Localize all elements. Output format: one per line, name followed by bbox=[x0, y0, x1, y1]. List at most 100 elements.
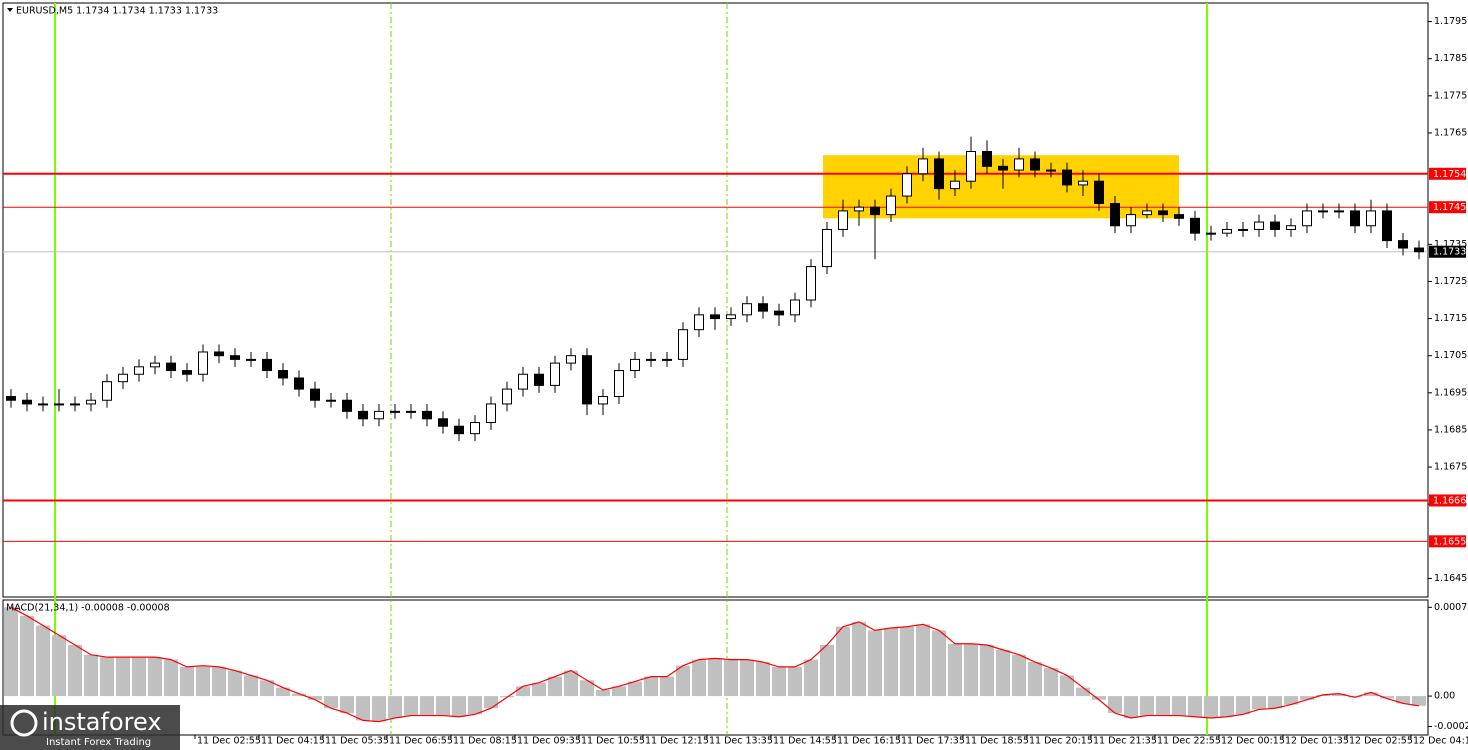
level-label: 1.1733 bbox=[1433, 247, 1466, 258]
macd-bar bbox=[100, 657, 114, 697]
candle-body bbox=[646, 358, 656, 361]
macd-bar bbox=[196, 665, 210, 697]
macd-bar bbox=[1156, 696, 1170, 716]
logo-icon bbox=[10, 709, 38, 737]
candle-body bbox=[102, 381, 112, 401]
macd-bar bbox=[1220, 696, 1234, 717]
candle-body bbox=[566, 355, 576, 364]
candle-body bbox=[54, 403, 64, 406]
macd-bar bbox=[628, 681, 642, 697]
candle-body bbox=[278, 370, 288, 379]
level-label: 1.1655 bbox=[1433, 536, 1466, 547]
macd-bar bbox=[228, 670, 242, 697]
macd-bar bbox=[1124, 696, 1138, 718]
candle-body bbox=[774, 310, 784, 316]
candle-body bbox=[1126, 214, 1136, 227]
candle-body bbox=[1046, 169, 1056, 172]
level-label: 1.1745 bbox=[1433, 202, 1466, 213]
y-tick-label: 1.1775 bbox=[1434, 90, 1467, 101]
candle-body bbox=[166, 362, 176, 372]
candle-body bbox=[390, 410, 400, 413]
macd-bar bbox=[356, 696, 370, 721]
y-tick-label: 1.1785 bbox=[1434, 53, 1467, 64]
candle-body bbox=[86, 399, 96, 405]
candle-body bbox=[1414, 247, 1424, 253]
level-label: 1.1754 bbox=[1433, 169, 1466, 180]
macd-bar bbox=[916, 624, 930, 697]
logo-name: instaforex bbox=[42, 708, 162, 736]
y-tick-label: 1.1725 bbox=[1434, 276, 1467, 287]
candle-body bbox=[518, 373, 528, 390]
candle-body bbox=[758, 303, 768, 312]
macd-bar bbox=[836, 626, 850, 697]
candle-body bbox=[838, 210, 848, 230]
candle-body bbox=[1238, 228, 1248, 231]
candle-body bbox=[598, 396, 608, 405]
x-tick-label: 11 Dec 08:15 bbox=[453, 736, 517, 747]
macd-bar bbox=[1188, 696, 1202, 717]
candle-body bbox=[742, 303, 752, 316]
macd-bar bbox=[1364, 692, 1378, 697]
macd-bar bbox=[180, 666, 194, 697]
macd-bar bbox=[1044, 668, 1058, 697]
macd-bar bbox=[1172, 696, 1186, 716]
main-frame bbox=[2, 2, 1429, 598]
macd-bar bbox=[20, 615, 34, 697]
macd-bar bbox=[1108, 696, 1122, 714]
title-marker bbox=[7, 8, 13, 12]
macd-bar bbox=[596, 690, 610, 697]
candle-body bbox=[1110, 202, 1120, 227]
macd-bar bbox=[324, 696, 338, 709]
x-tick-label: 11 Dec 22:55 bbox=[1157, 736, 1221, 747]
macd-bar bbox=[516, 686, 530, 697]
candle-body bbox=[1174, 214, 1184, 219]
x-tick-label: 12 Dec 00:15 bbox=[1221, 736, 1285, 747]
candle-body bbox=[678, 329, 688, 360]
macd-bar bbox=[804, 659, 818, 697]
x-tick-label: 11 Dec 12:15 bbox=[645, 736, 709, 747]
macd-bar bbox=[884, 627, 898, 697]
macd-bar bbox=[468, 696, 482, 715]
candle-body bbox=[694, 314, 704, 331]
macd-bar bbox=[996, 649, 1010, 697]
macd-bar bbox=[132, 657, 146, 697]
x-tick-label: 11 Dec 20:15 bbox=[1029, 736, 1093, 747]
macd-bar bbox=[148, 657, 162, 697]
candle-body bbox=[1286, 225, 1296, 230]
macd-bar bbox=[788, 666, 802, 697]
candle-body bbox=[886, 195, 896, 216]
candle-body bbox=[902, 173, 912, 197]
macd-bar bbox=[340, 696, 354, 714]
candle-body bbox=[150, 362, 160, 368]
logo-tagline: Instant Forex Trading bbox=[46, 737, 151, 748]
y-tick-label: -0.00025 bbox=[1434, 721, 1468, 732]
y-tick-label: 0.00073 bbox=[1434, 602, 1468, 613]
candle-body bbox=[1254, 221, 1264, 230]
macd-bar bbox=[964, 643, 978, 697]
candle-body bbox=[6, 396, 16, 401]
candle-body bbox=[662, 358, 672, 361]
candle-body bbox=[470, 422, 480, 435]
candle-body bbox=[1366, 210, 1376, 227]
macd-bar bbox=[452, 696, 466, 717]
candle-body bbox=[1398, 240, 1408, 249]
candle-body bbox=[550, 362, 560, 386]
x-tick-label: 12 Dec 01:35 bbox=[1285, 736, 1349, 747]
macd-bar bbox=[708, 658, 722, 697]
macd-bar bbox=[644, 676, 658, 697]
candle-body bbox=[1190, 217, 1200, 234]
macd-bar bbox=[932, 630, 946, 697]
candle-body bbox=[1382, 210, 1392, 242]
macd-bar bbox=[420, 696, 434, 716]
y-tick-label: 1.1715 bbox=[1434, 313, 1467, 324]
candle-body bbox=[342, 399, 352, 412]
x-tick-label: 11 Dec 21:35 bbox=[1093, 736, 1157, 747]
y-tick-label: 1.1695 bbox=[1434, 387, 1467, 398]
macd-bar bbox=[1204, 696, 1218, 718]
macd-bar bbox=[724, 659, 738, 697]
candle-body bbox=[262, 358, 272, 372]
macd-bar bbox=[580, 680, 594, 697]
macd-bar bbox=[164, 659, 178, 697]
